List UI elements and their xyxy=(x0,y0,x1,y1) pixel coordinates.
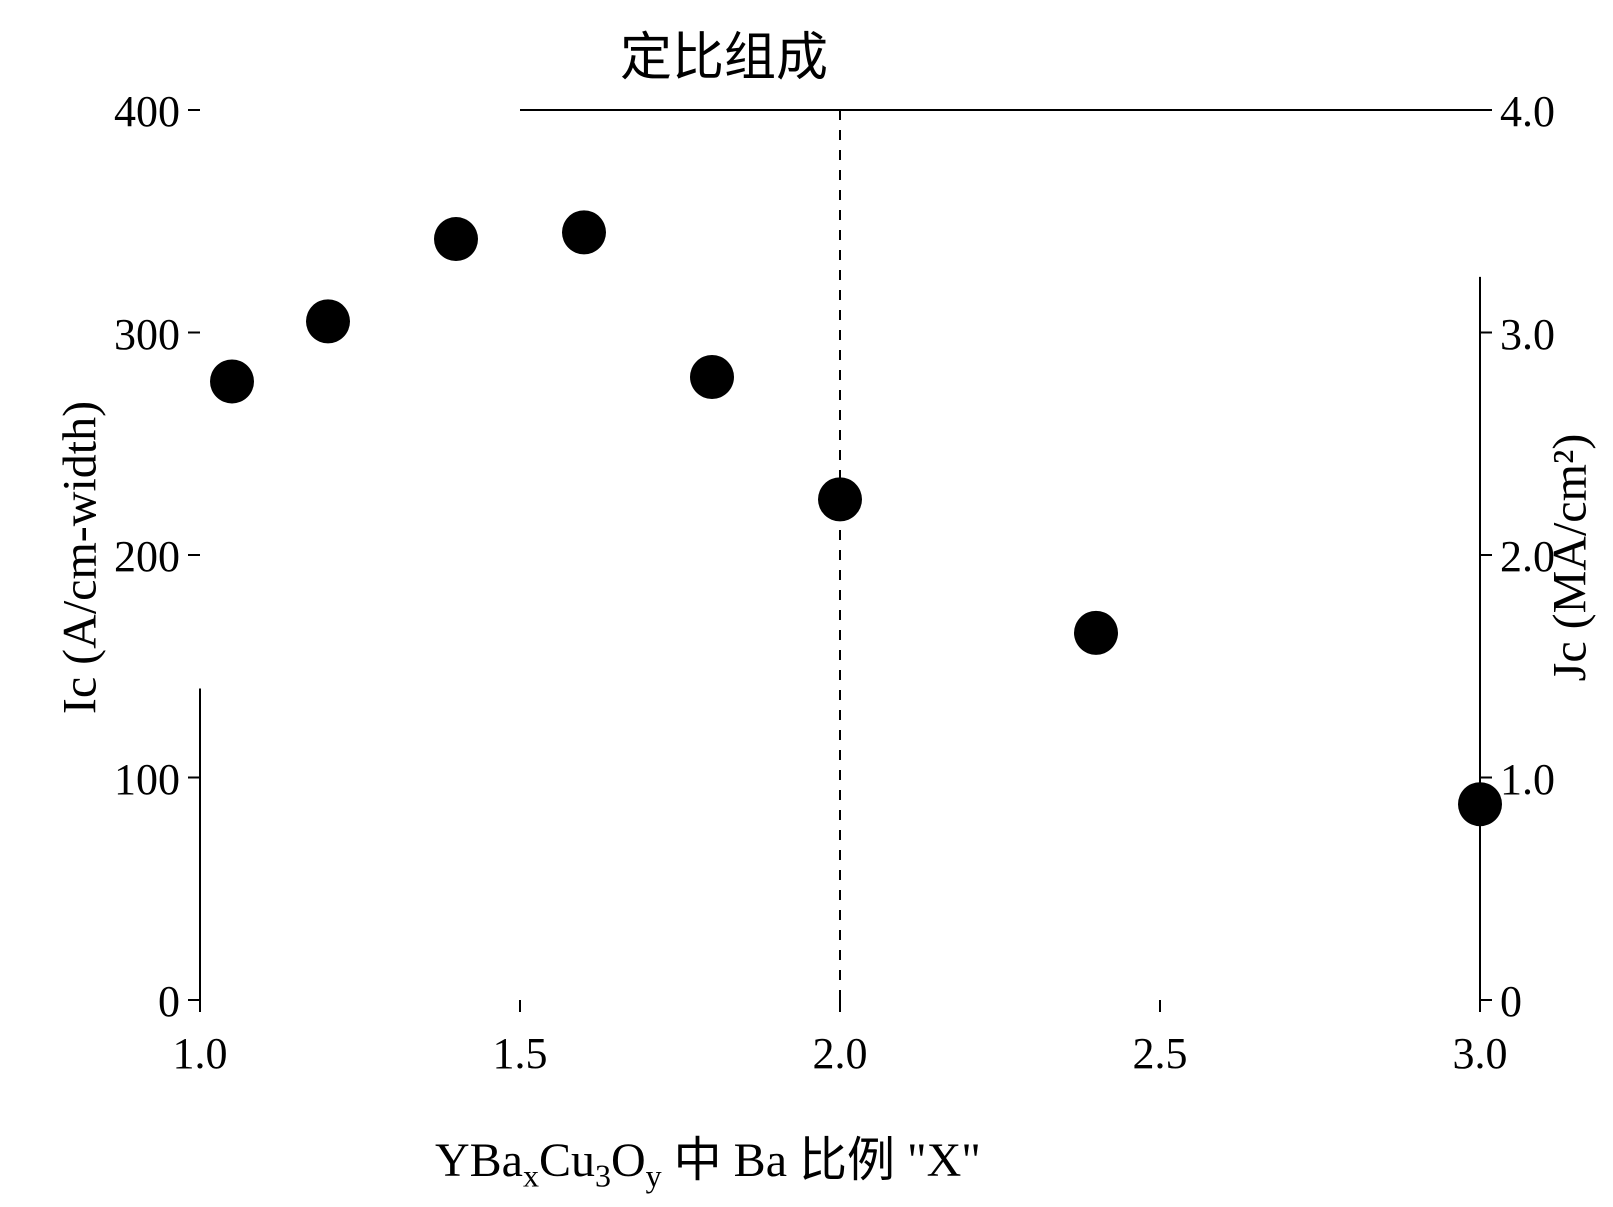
x-tick-label: 1.0 xyxy=(160,1028,240,1079)
data-point xyxy=(1458,782,1502,826)
xlabel-part-3: O xyxy=(611,1134,646,1187)
xlabel-part-1: YBa xyxy=(435,1134,523,1187)
xlabel-sub-1: x xyxy=(523,1158,539,1194)
y-right-tick-label: 4.0 xyxy=(1500,86,1590,137)
title-text: 定比组成 xyxy=(620,30,828,87)
y-left-tick-label: 0 xyxy=(80,976,180,1027)
y-left-tick-label: 400 xyxy=(80,86,180,137)
data-point xyxy=(434,217,478,261)
x-tick-label: 1.5 xyxy=(480,1028,560,1079)
data-point xyxy=(562,210,606,254)
xlabel-sub-2: 3 xyxy=(595,1158,611,1194)
data-point xyxy=(306,299,350,343)
data-point xyxy=(818,477,862,521)
xlabel-part-4: 中 Ba 比例 "X" xyxy=(662,1134,981,1187)
y-left-tick-label: 200 xyxy=(80,531,180,582)
x-axis-label: YBaxCu3Oy 中 Ba 比例 "X" xyxy=(435,1120,981,1195)
xlabel-sub-3: y xyxy=(646,1158,662,1194)
x-tick-label: 3.0 xyxy=(1440,1028,1520,1079)
data-point xyxy=(210,359,254,403)
y-left-tick-label: 100 xyxy=(80,754,180,805)
x-tick-label: 2.0 xyxy=(800,1028,880,1079)
x-tick-label: 2.5 xyxy=(1120,1028,1200,1079)
y-right-tick-label: 1.0 xyxy=(1500,754,1590,805)
data-point xyxy=(1074,611,1118,655)
data-point xyxy=(690,355,734,399)
y-right-tick-label: 3.0 xyxy=(1500,309,1590,360)
xlabel-part-2: Cu xyxy=(539,1134,595,1187)
y-left-tick-label: 300 xyxy=(80,309,180,360)
chart-title: 定比组成 xyxy=(620,15,828,90)
chart-svg xyxy=(0,0,1613,1207)
y-right-tick-label: 0 xyxy=(1500,976,1590,1027)
chart-container: 定比组成 Ic (A/cm-width) Jc (MA/cm²) YBaxCu3… xyxy=(0,0,1613,1207)
y-right-tick-label: 2.0 xyxy=(1500,531,1590,582)
